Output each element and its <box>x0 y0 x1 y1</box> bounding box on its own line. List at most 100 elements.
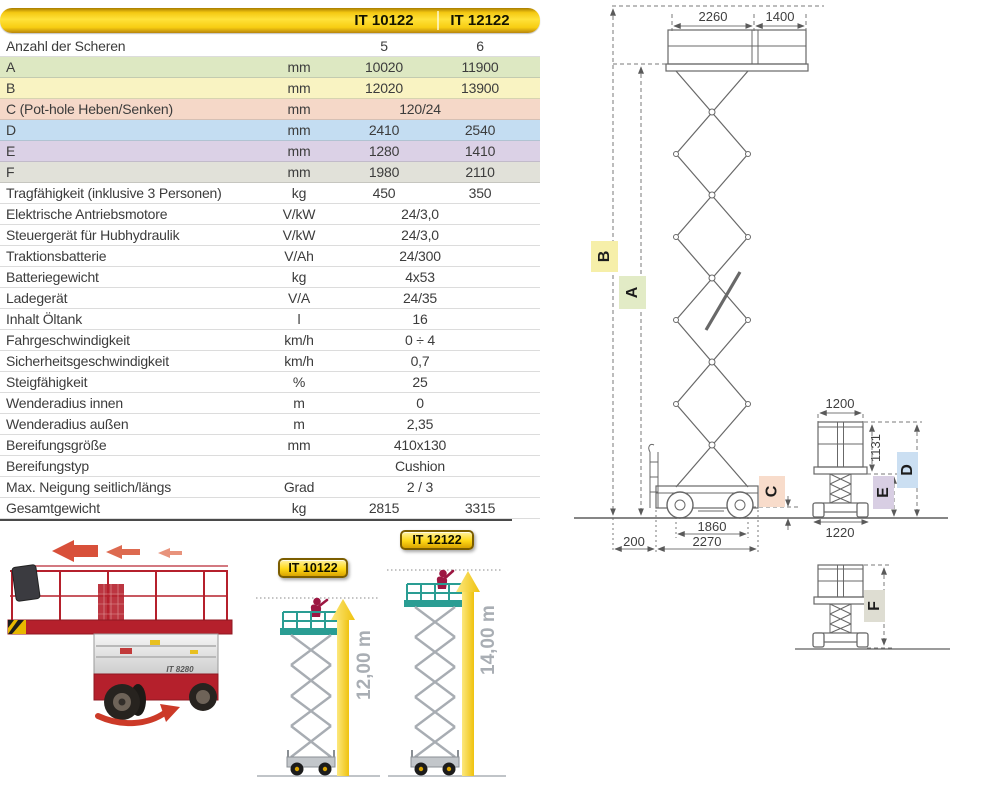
spec-label: Wenderadius außen <box>6 416 129 432</box>
table-row: Fahrgeschwindigkeit km/h 0 ÷ 4 <box>0 330 540 351</box>
spec-unit: km/h <box>284 353 314 369</box>
table-row: Inhalt Öltank l 16 <box>0 309 540 330</box>
table-row: Wenderadius innen m 0 <box>0 393 540 414</box>
table-row: Bereifungsgröße mm 410x130 <box>0 435 540 456</box>
spec-label: Fahrgeschwindigkeit <box>6 332 130 348</box>
spec-label: Wenderadius innen <box>6 395 123 411</box>
dim-rail-height: 1131 <box>868 434 883 462</box>
spec-value-1: 1980 <box>368 164 400 180</box>
rotate-arrow <box>160 704 180 722</box>
spec-value-span: 25 <box>412 374 428 390</box>
spec-unit: V/kW <box>282 227 316 243</box>
spec-unit: mm <box>287 122 311 138</box>
working-height-2: 14,00 m <box>478 605 499 675</box>
svg-text:F: F <box>866 601 883 611</box>
spec-unit: mm <box>287 59 311 75</box>
spec-label: D <box>6 122 16 138</box>
spec-label: B <box>6 80 16 96</box>
table-row: Max. Neigung seitlich/längs Grad 2 / 3 <box>0 477 540 498</box>
table-row: Steuergerät für Hubhydraulik V/kW 24/3,0 <box>0 225 540 246</box>
product-photo: IT 8280 <box>7 540 233 727</box>
spec-value-2: 2540 <box>464 122 496 138</box>
table-row: Batteriegewicht kg 4x53 <box>0 267 540 288</box>
svg-text:D: D <box>899 464 916 476</box>
spec-value-1: 5 <box>380 38 388 54</box>
spec-value-span: 4x53 <box>405 269 435 285</box>
spec-value-2: 2110 <box>465 164 495 180</box>
spec-value-span: 24/3,0 <box>401 227 439 243</box>
svg-text:E: E <box>875 487 892 498</box>
dim-label-D: D <box>897 452 918 488</box>
spec-value-span: Cushion <box>395 458 445 474</box>
spec-label: Bereifungstyp <box>6 458 90 474</box>
spec-label: Bereifungsgröße <box>6 437 107 453</box>
spec-unit <box>274 36 324 57</box>
svg-text:A: A <box>624 286 641 298</box>
table-row: Traktionsbatterie V/Ah 24/300 <box>0 246 540 267</box>
height-arrow <box>462 588 474 776</box>
spec-value-span: 24/3,0 <box>401 206 439 222</box>
model-badge-1: IT 10122 <box>278 558 348 578</box>
spec-unit: km/h <box>284 332 314 348</box>
control-box <box>11 564 41 602</box>
spec-unit: mm <box>287 164 311 180</box>
spec-unit: l <box>297 311 301 327</box>
spec-unit: Grad <box>283 479 315 495</box>
worker-figure <box>436 569 455 589</box>
worker-figure <box>310 597 329 617</box>
table-row: Gesamtgewicht kg 2815 3315 <box>0 498 540 519</box>
spec-unit: mm <box>287 437 311 453</box>
spec-value-span: 2 / 3 <box>406 479 434 495</box>
spec-unit: V/kW <box>282 206 316 222</box>
table-row: Tragfähigkeit (inklusive 3 Personen) kg 45… <box>0 183 540 204</box>
spec-unit: % <box>292 374 306 390</box>
spec-unit: kg <box>291 500 307 516</box>
spec-value-span: 24/35 <box>402 290 438 306</box>
spec-unit: V/A <box>288 290 310 306</box>
svg-text:C: C <box>764 485 781 497</box>
spec-label: E <box>6 143 16 159</box>
spec-unit: mm <box>287 101 311 117</box>
spec-value-2: 1410 <box>464 143 496 159</box>
working-height-1: 12,00 m <box>354 630 375 700</box>
table-row: Elektrische Antriebsmotore V/kW 24/3,0 <box>0 204 540 225</box>
dim-base-width: 1220 <box>826 525 855 540</box>
spec-label: Traktionsbatterie <box>6 248 107 264</box>
dim-extension-length: 1400 <box>766 9 795 24</box>
spec-value-1: 10020 <box>365 59 403 75</box>
extend-arrow-small <box>158 548 182 558</box>
spec-value-1: 450 <box>372 185 396 201</box>
spec-value-2: 13900 <box>461 80 499 96</box>
height-diagram-1: 12,00 m <box>256 597 380 777</box>
spec-label: Steigfähigkeit <box>6 374 88 390</box>
dim-wheelbase: 1860 <box>698 519 727 534</box>
spec-unit: kg <box>291 185 307 201</box>
scissor-arms <box>290 634 332 758</box>
height-arrow <box>337 616 349 776</box>
spec-unit: kg <box>291 269 307 285</box>
extend-arrow-medium <box>106 545 140 559</box>
model-badge-2: IT 12122 <box>400 530 474 550</box>
spec-unit: mm <box>287 80 311 96</box>
table-header-bar <box>0 8 540 33</box>
dim-label-F: F <box>864 590 885 622</box>
spec-value-span: 410x130 <box>393 437 447 453</box>
spec-value-span: 120/24 <box>399 101 441 117</box>
dim-label-A: A <box>619 276 646 309</box>
spec-value-1: 2815 <box>368 500 400 516</box>
header-divider <box>437 11 439 30</box>
scissor-arms <box>414 606 456 758</box>
spec-label: Gesamtgewicht <box>6 500 100 516</box>
spec-value-span: 24/300 <box>399 248 441 264</box>
extend-arrow-large <box>52 540 98 562</box>
spec-value-1: 1280 <box>368 143 400 159</box>
table-row: Steigfähigkeit% 25 <box>0 372 540 393</box>
table-row: C (Pot-hole Heben/Senken) mm 120/24 <box>0 99 540 120</box>
spec-unit: m <box>293 416 305 432</box>
spec-value-span: 0 ÷ 4 <box>404 332 436 348</box>
spec-label: Sicherheitsgeschwindigkeit <box>6 353 169 369</box>
